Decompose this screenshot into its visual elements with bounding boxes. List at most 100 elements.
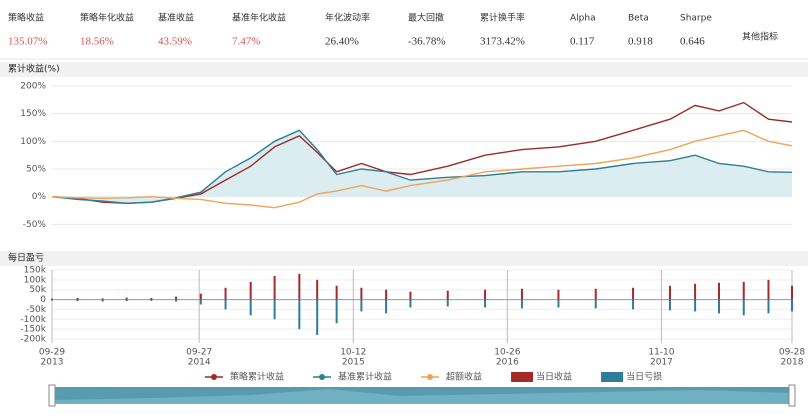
metric-value: 3173.42% <box>480 36 525 48</box>
y-tick-label: 50k <box>29 285 46 295</box>
navigator-handle[interactable] <box>788 384 796 407</box>
bar <box>742 281 745 300</box>
benchmark-area <box>52 130 792 204</box>
navigator-area <box>52 389 792 404</box>
metric-label: 基准年化收益 <box>232 12 286 24</box>
metric-value: 0.918 <box>628 36 653 48</box>
section-bar <box>0 62 808 77</box>
y-tick-label: 0 <box>40 295 46 305</box>
x-tick-label: 10-12 <box>340 348 366 358</box>
bar <box>594 299 597 309</box>
metric-label: 策略年化收益 <box>80 12 134 24</box>
y-tick-label: 200% <box>20 82 46 92</box>
bar <box>409 299 412 308</box>
bar <box>51 298 53 300</box>
metric-label: 策略收益 <box>8 12 44 24</box>
other-metrics[interactable]: 其他指标 <box>742 31 778 43</box>
bar <box>632 299 635 310</box>
bar <box>298 299 301 330</box>
bar <box>791 285 793 300</box>
legend-swatch <box>601 372 624 382</box>
bar <box>632 287 635 300</box>
section-bar <box>0 251 808 266</box>
bar <box>385 289 388 300</box>
legend-dot <box>211 374 217 380</box>
metric-label: 基准收益 <box>158 12 194 24</box>
bar <box>484 299 487 308</box>
legend-dot <box>427 374 434 380</box>
bar <box>249 281 252 300</box>
x-tick-label: 2013 <box>41 358 64 368</box>
y-tick-label: -50% <box>23 220 47 230</box>
legend-label[interactable]: 策略累计收益 <box>230 371 284 383</box>
x-tick-label: 09-28 <box>779 348 805 358</box>
bar <box>668 285 671 300</box>
bar <box>199 299 202 305</box>
bar <box>175 299 178 302</box>
section-title: 每日盈亏 <box>8 252 44 264</box>
bar <box>791 299 793 312</box>
series-line <box>51 129 793 209</box>
legend-label[interactable]: 超额收益 <box>446 371 482 383</box>
bar <box>694 299 697 312</box>
y-tick-label: -150k <box>20 325 46 335</box>
bar <box>668 299 671 311</box>
bar <box>125 299 128 302</box>
bar <box>273 299 276 320</box>
metric-label: 累计换手率 <box>480 12 525 24</box>
metric-value: 26.40% <box>325 36 359 48</box>
bar <box>385 299 388 314</box>
metric-label: 最大回撤 <box>408 12 444 24</box>
x-tick-label: 2017 <box>650 358 673 368</box>
bar <box>694 283 697 300</box>
legend-label[interactable]: 当日亏损 <box>626 371 662 383</box>
bar <box>101 299 104 302</box>
bar <box>150 299 153 301</box>
bar <box>446 290 449 300</box>
bar <box>316 299 319 336</box>
bar <box>76 299 79 302</box>
legend-label[interactable]: 当日收益 <box>536 371 572 383</box>
bar <box>125 297 128 300</box>
bar <box>718 299 721 314</box>
bar <box>273 275 276 300</box>
legend-dot <box>319 374 326 380</box>
metric-value: 135.07% <box>8 36 47 48</box>
bar <box>767 279 770 300</box>
y-tick-label: 150k <box>24 266 47 276</box>
bar <box>360 287 363 300</box>
metric-value: 0.646 <box>680 36 705 48</box>
bar <box>224 287 227 300</box>
x-tick-label: 2015 <box>342 358 365 368</box>
navigator-handle[interactable] <box>48 384 56 407</box>
bar <box>520 288 523 300</box>
bar <box>335 299 338 324</box>
bar <box>520 299 523 309</box>
x-tick-label: 2016 <box>496 358 519 368</box>
x-tick-label: 09-27 <box>186 348 212 358</box>
y-tick-label: 100% <box>20 137 46 147</box>
bar <box>446 299 449 307</box>
bar <box>718 282 721 300</box>
x-tick-label: 2014 <box>188 358 211 368</box>
bar <box>484 289 487 300</box>
bar <box>360 299 363 312</box>
bar <box>224 299 227 310</box>
metric-value: 43.59% <box>158 36 192 48</box>
x-tick-label: 10-26 <box>494 348 520 358</box>
bar <box>249 299 252 316</box>
y-tick-label: 150% <box>20 109 46 119</box>
section-title: 累计收益(%) <box>8 63 60 75</box>
bar <box>557 299 560 308</box>
metric-value: -36.78% <box>408 36 446 48</box>
bar <box>298 273 301 300</box>
bar <box>199 293 202 300</box>
legend-label[interactable]: 基准累计收益 <box>338 371 392 383</box>
metric-label: Sharpe <box>680 14 712 24</box>
bar <box>767 299 770 314</box>
y-tick-label: 100k <box>24 275 47 285</box>
bar <box>557 289 560 300</box>
bar <box>316 279 319 300</box>
bar <box>335 285 338 300</box>
